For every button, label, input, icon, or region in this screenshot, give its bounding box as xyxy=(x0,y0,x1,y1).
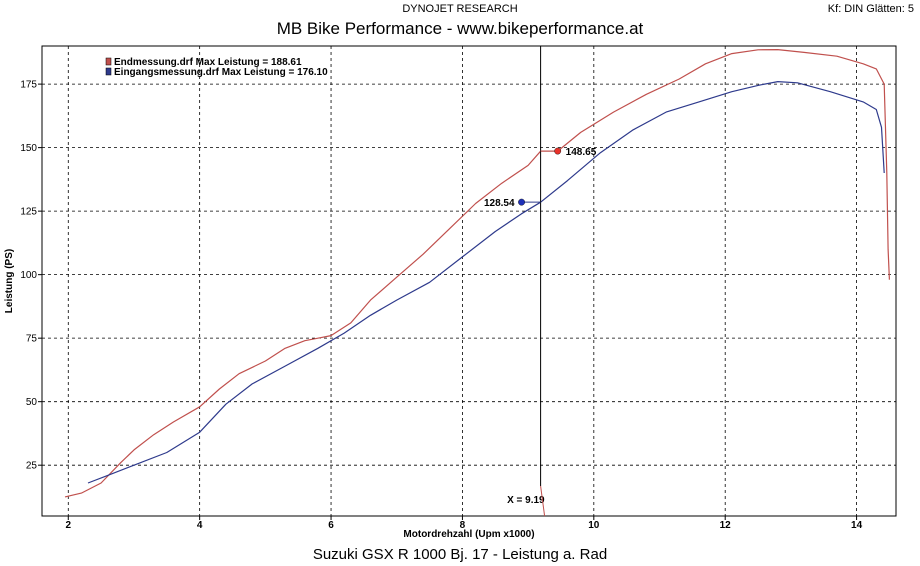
y-tick-label: 150 xyxy=(20,143,37,154)
y-tick-label: 50 xyxy=(26,397,38,408)
x-tick-label: 12 xyxy=(720,520,732,531)
y-tick-label: 100 xyxy=(20,270,37,281)
super-title: DYNOJET RESEARCH xyxy=(402,3,518,15)
x-axis-label: Motordrehzahl (Upm x1000) xyxy=(403,529,534,540)
marker-point xyxy=(554,147,562,155)
series-line-eingangsmessung xyxy=(87,80,885,484)
cursor-tail xyxy=(540,485,546,517)
y-tick-label: 125 xyxy=(20,207,37,218)
x-tick-label: 14 xyxy=(851,520,863,531)
cursor-markers: 148.65 128.54 xyxy=(484,147,597,517)
legend-entry-endmessung: Endmessung.drf Max Leistung = 188.61 xyxy=(114,57,302,68)
y-tick-label: 25 xyxy=(26,461,38,472)
grid-lines xyxy=(42,46,896,516)
series-line-endmessung xyxy=(64,48,890,498)
legend-swatch-blue xyxy=(105,67,112,76)
y-axis: 25 50 75 100 125 150 175 xyxy=(20,80,42,472)
marker-value-label: 128.54 xyxy=(484,198,515,209)
marker-value-label: 148.65 xyxy=(566,147,597,158)
y-tick-label: 175 xyxy=(20,80,37,91)
x-tick-label: 4 xyxy=(197,520,203,531)
caption: Suzuki GSX R 1000 Bj. 17 - Leistung a. R… xyxy=(312,546,608,563)
status-text: Kf: DIN Glätten: 5 xyxy=(827,3,914,15)
chart-title: MB Bike Performance - www.bikeperformanc… xyxy=(276,19,644,38)
x-tick-label: 10 xyxy=(588,520,600,531)
x-tick-label: 2 xyxy=(65,520,71,531)
series-lines xyxy=(64,48,890,498)
legend-swatch-red xyxy=(105,57,112,66)
dyno-chart: 2 4 6 8 10 12 14 25 50 75 100 125 150 175 Motordrehz… xyxy=(4,45,897,540)
x-tick-label: 8 xyxy=(460,520,466,531)
legend: Endmessung.drf Max Leistung = 188.61 Ein… xyxy=(105,57,328,78)
marker-point xyxy=(518,198,525,206)
x-tick-label: 6 xyxy=(328,520,334,531)
y-tick-label: 75 xyxy=(26,334,38,345)
plot-area xyxy=(41,45,897,517)
y-axis-label: Leistung (PS) xyxy=(4,249,15,313)
legend-entry-eingangsmessung: Eingangsmessung.drf Max Leistung = 176.1… xyxy=(114,67,328,78)
cursor-label: X = 9.19 xyxy=(507,495,545,506)
x-axis: 2 4 6 8 10 12 14 xyxy=(65,516,863,531)
